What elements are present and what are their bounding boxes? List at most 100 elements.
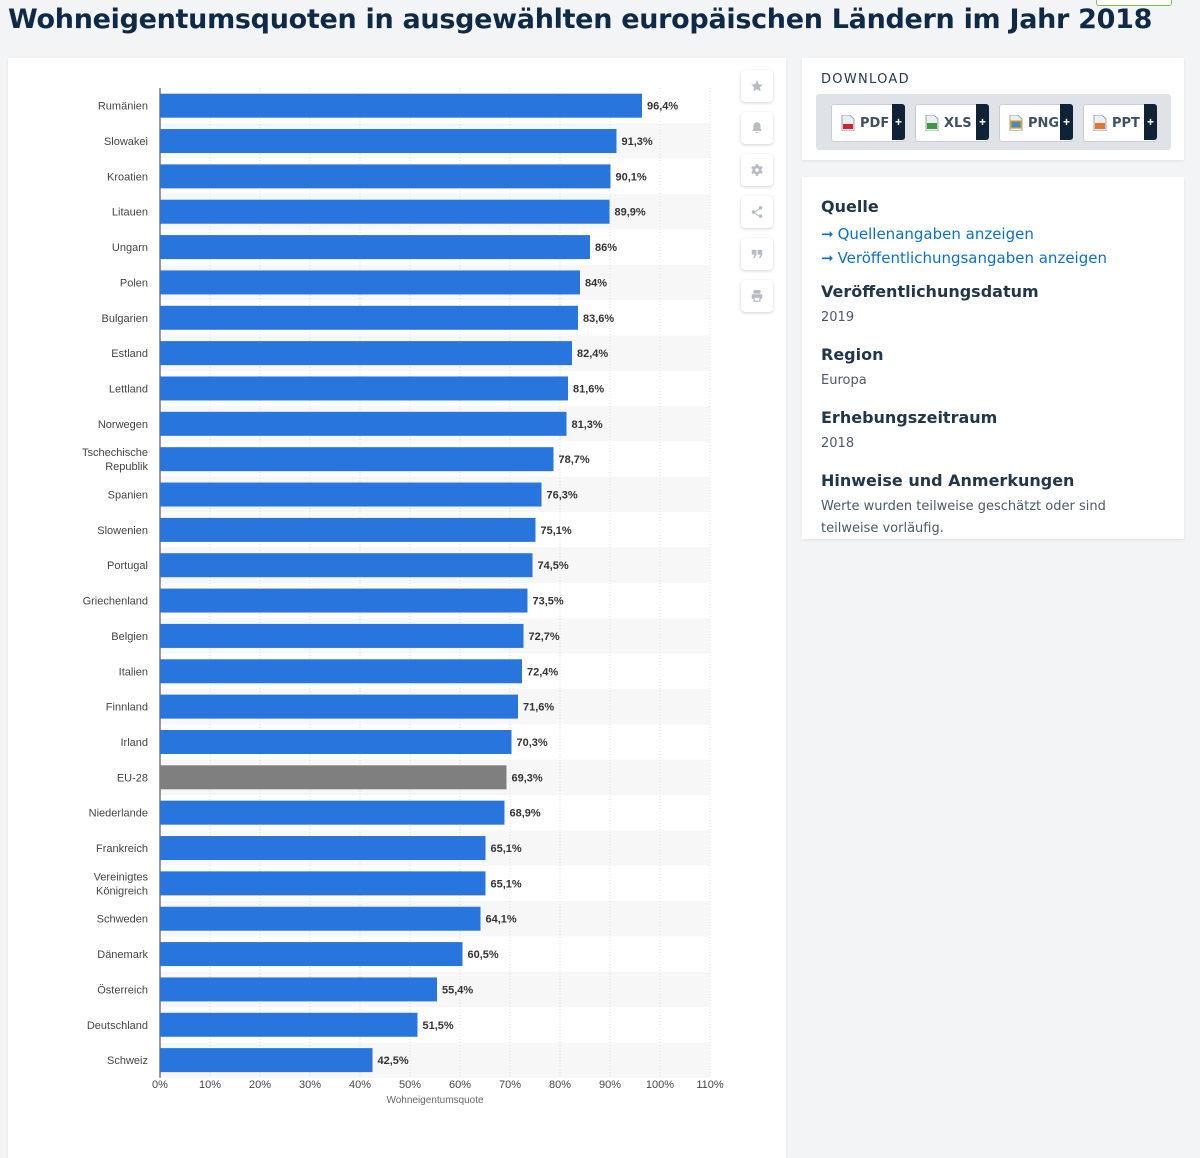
category-label: Schweden [97,914,148,926]
category-label: Lettland [109,383,148,395]
category-label: Griechenland [83,596,148,608]
value-label: 71,6% [523,702,554,714]
bar [160,447,554,472]
chart-card: Rumänien 96,4% Slowakei 91,3% Kroatien 90,1% L… [8,58,786,1158]
category-label: Frankreich [96,843,148,855]
category-label: Deutschland [87,1020,148,1032]
x-tick-label: 90% [599,1079,621,1091]
account-button[interactable] [1096,0,1172,6]
notification-button[interactable] [741,112,773,144]
value-label: 68,9% [510,808,541,820]
download-ppt-plus[interactable]: + [1144,104,1157,140]
info-panel: Quelle ➞ Quellenangaben anzeigen ➞ Veröffe… [802,177,1184,539]
download-xls-label: XLS [944,115,972,131]
cite-button[interactable] [741,238,773,270]
download-png-plus[interactable]: + [1060,104,1073,140]
share-button[interactable] [741,196,773,228]
quote-icon [751,249,763,259]
settings-button[interactable] [741,154,773,186]
download-ppt-button[interactable]: PPT + [1083,104,1157,142]
value-label: 75,1% [541,525,572,537]
period-heading: Erhebungszeitraum [821,408,998,427]
bar [160,341,572,366]
ppt-file-icon [1093,114,1107,132]
pubdate-value: 2019 [821,310,855,325]
category-label: Kroatien [107,171,148,183]
pubdate-heading: Veröffentlichungsdatum [821,282,1039,301]
bar [160,199,610,224]
category-label: Rumänien [98,101,148,113]
category-label: Irland [120,737,148,749]
x-tick-label: 10% [199,1079,221,1091]
bar [160,482,542,507]
download-pdf-label: PDF [860,115,890,131]
bar [160,376,568,401]
x-tick-label: 60% [449,1079,471,1091]
bar [160,800,505,825]
download-png-label: PNG [1028,115,1060,131]
arrow-right-icon: ➞ [821,249,834,267]
value-label: 65,1% [491,878,522,890]
download-xls-plus[interactable]: + [976,104,989,140]
value-label: 70,3% [517,737,548,749]
value-label: 72,4% [527,666,558,678]
bar [160,129,617,154]
category-label-line: Republik [105,461,148,473]
bar [160,906,481,931]
value-label: 72,7% [529,631,560,643]
notes-value: Werte wurden teilweise geschätzt oder si… [821,499,1106,536]
png-file-icon [1009,114,1023,132]
download-buttons: PDF + XLS + PNG + PPT + [816,94,1171,150]
bar [160,588,528,613]
download-pdf-button[interactable]: PDF + [831,104,905,142]
print-button[interactable] [741,280,773,312]
value-label: 42,5% [378,1055,409,1067]
download-png-button[interactable]: PNG + [999,104,1073,142]
value-label: 76,3% [547,490,578,502]
favorite-button[interactable] [741,70,773,102]
category-label: Tschechische Republik [82,447,149,473]
x-tick-label: 70% [499,1079,521,1091]
bar [160,517,536,542]
value-label: 69,3% [512,772,543,784]
download-pdf-plus[interactable]: + [892,104,905,140]
bar [160,836,486,861]
x-tick-label: 100% [646,1079,674,1091]
category-label: Litauen [112,207,148,219]
category-label: Italien [119,666,148,678]
bar [160,977,437,1002]
value-label: 82,4% [577,348,608,360]
x-tick-label: 20% [249,1079,271,1091]
gear-icon [751,164,763,176]
category-label: Estland [111,348,148,360]
bar [160,411,567,436]
bar [160,270,580,295]
region-heading: Region [821,345,884,364]
chart-toolbar [741,70,775,322]
value-label: 65,1% [491,843,522,855]
download-xls-button[interactable]: XLS + [915,104,989,142]
value-label: 83,6% [583,313,614,325]
bar-chart: Rumänien 96,4% Slowakei 91,3% Kroatien 90,1% L… [82,88,724,1106]
category-label: Dänemark [97,949,148,961]
value-label: 91,3% [622,136,653,148]
publication-link[interactable]: ➞ Veröffentlichungsangaben anzeigen [821,246,1166,270]
bar [160,1048,373,1073]
category-label: EU-28 [117,772,148,784]
category-label: Österreich [97,984,148,996]
category-label: Schweiz [107,1055,148,1067]
bar [160,765,507,790]
category-label: Portugal [107,560,148,572]
download-title: DOWNLOAD [821,72,910,87]
category-label: Spanien [108,490,148,502]
category-label-line: Vereinigtes [94,871,149,883]
value-label: 86% [595,242,617,254]
bar [160,694,518,719]
bar [160,553,533,578]
category-label: Slowakei [104,136,148,148]
download-ppt-label: PPT [1112,115,1140,131]
bar [160,235,590,260]
star-icon [751,80,763,92]
share-icon [751,206,763,218]
source-link[interactable]: ➞ Quellenangaben anzeigen [821,222,1166,246]
